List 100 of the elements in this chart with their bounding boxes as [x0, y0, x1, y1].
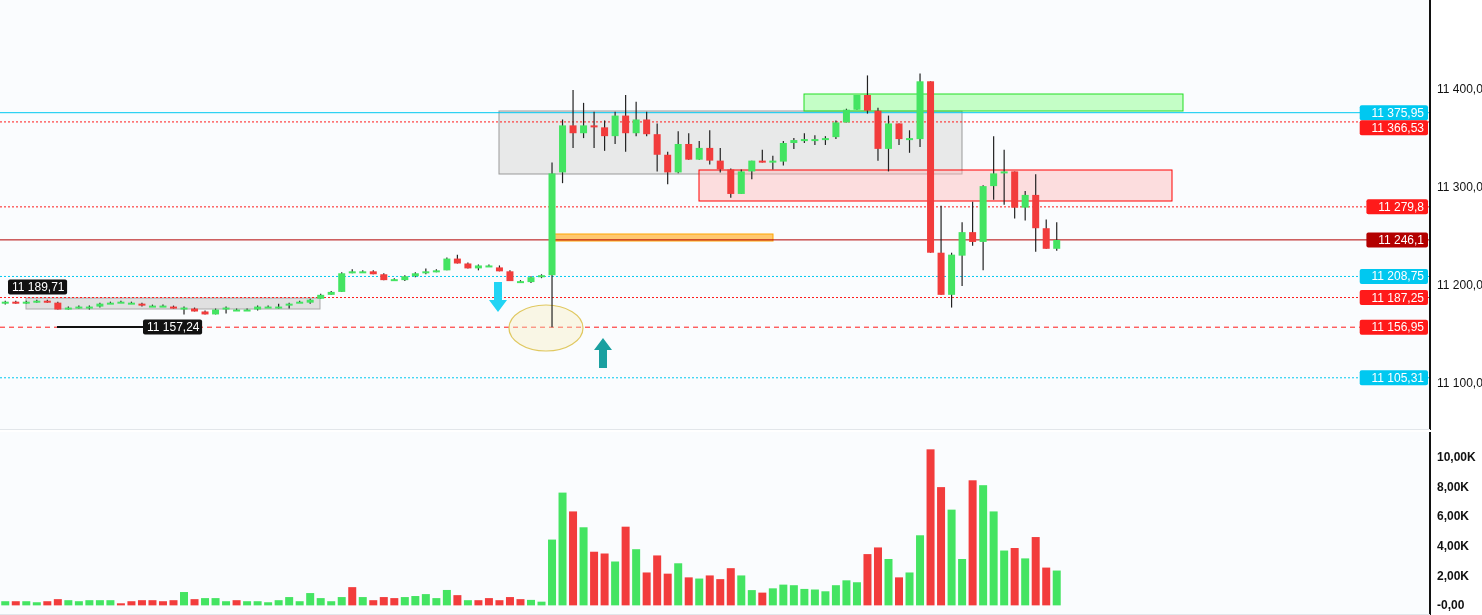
candlestick: [958, 221, 966, 287]
candlestick: [485, 263, 493, 268]
ref-line-label: 11 156,95: [1371, 320, 1425, 335]
ref-line-label: 11 105,31: [1371, 370, 1425, 385]
bar: [116, 603, 125, 606]
candlestick: [338, 271, 346, 293]
bar: [590, 551, 599, 606]
bar: [863, 554, 872, 606]
bar: [232, 600, 241, 606]
bar: [737, 575, 746, 606]
bar: [989, 511, 998, 606]
bar: [327, 601, 336, 606]
candlestick: [243, 307, 251, 312]
bar: [979, 485, 988, 606]
bar: [442, 589, 451, 606]
bar: [1010, 548, 1019, 606]
bar: [947, 509, 956, 606]
ref-line-label: 11 366,53: [1371, 120, 1425, 135]
bar: [1000, 550, 1009, 606]
bar: [295, 601, 304, 606]
bar: [316, 598, 325, 606]
bar: [463, 600, 472, 606]
bar: [495, 600, 504, 606]
bar: [358, 597, 367, 606]
bar: [74, 601, 83, 606]
bar: [169, 600, 178, 606]
bar: [800, 588, 809, 606]
candlestick: [695, 140, 703, 161]
bar: [789, 585, 798, 606]
bar: [558, 492, 567, 606]
bar: [379, 597, 388, 606]
candlestick: [716, 147, 724, 173]
ref-line-label: 11 187,25: [1371, 290, 1425, 305]
bar: [85, 600, 94, 606]
candlestick: [832, 119, 840, 140]
bar: [264, 602, 273, 606]
bar: [1031, 537, 1040, 606]
bar: [810, 589, 819, 606]
bar: [600, 553, 609, 606]
candlestick: [632, 101, 640, 137]
bar: [611, 561, 620, 606]
bar: [663, 573, 672, 606]
ref-line-label: 11 375,95: [1371, 105, 1425, 120]
bar: [137, 600, 146, 606]
bar: [222, 601, 231, 606]
bar: [873, 547, 882, 606]
bar: [337, 597, 346, 606]
bar: [22, 601, 31, 606]
candlestick: [222, 305, 230, 315]
candlestick: [1000, 149, 1008, 206]
bar: [716, 579, 725, 606]
candlestick: [664, 151, 672, 185]
bar: [201, 598, 210, 606]
candlestick: [990, 135, 998, 201]
bar: [400, 597, 409, 606]
bar: [274, 600, 283, 606]
candlestick: [895, 122, 903, 146]
bar: [1042, 567, 1051, 606]
bar: [453, 595, 462, 606]
bar: [32, 602, 41, 606]
candlestick: [737, 168, 745, 195]
bar: [905, 572, 914, 606]
candlestick: [590, 111, 598, 149]
candlestick: [653, 122, 661, 173]
candlestick: [811, 134, 819, 146]
bar: [11, 601, 20, 606]
bar: [1052, 570, 1061, 606]
bar: [411, 596, 420, 606]
candlestick: [779, 140, 787, 167]
annotation: 11 157,24: [147, 319, 200, 334]
bar: [432, 598, 441, 606]
y-tick-label: 10,00K: [1437, 450, 1477, 465]
y-tick-label: 8,00K: [1437, 479, 1470, 494]
bar: [758, 592, 767, 606]
ref-line-label: 11 279,8: [1378, 199, 1425, 214]
bar: [821, 591, 830, 606]
bar: [831, 585, 840, 606]
y-tick-label: 11 300,0: [1437, 180, 1482, 195]
bar: [505, 597, 514, 606]
candlestick: [569, 89, 577, 149]
bar: [526, 599, 535, 606]
bar: [747, 590, 756, 606]
bar: [180, 592, 189, 606]
candlestick: [611, 111, 619, 145]
bar: [726, 568, 735, 606]
candlestick: [969, 201, 977, 247]
candlestick: [180, 305, 188, 316]
bar: [632, 549, 641, 606]
bar: [43, 601, 52, 606]
y-tick-label: 11 200,0: [1437, 278, 1482, 293]
y-tick-label: 2,00K: [1437, 568, 1470, 583]
candlestick: [1021, 190, 1029, 221]
bar: [1, 601, 10, 606]
bar: [916, 535, 925, 606]
candlestick: [159, 304, 167, 308]
candlestick: [1042, 218, 1050, 250]
bar: [653, 555, 662, 606]
bar: [95, 600, 104, 606]
candlestick: [601, 119, 609, 152]
bar: [369, 600, 378, 606]
